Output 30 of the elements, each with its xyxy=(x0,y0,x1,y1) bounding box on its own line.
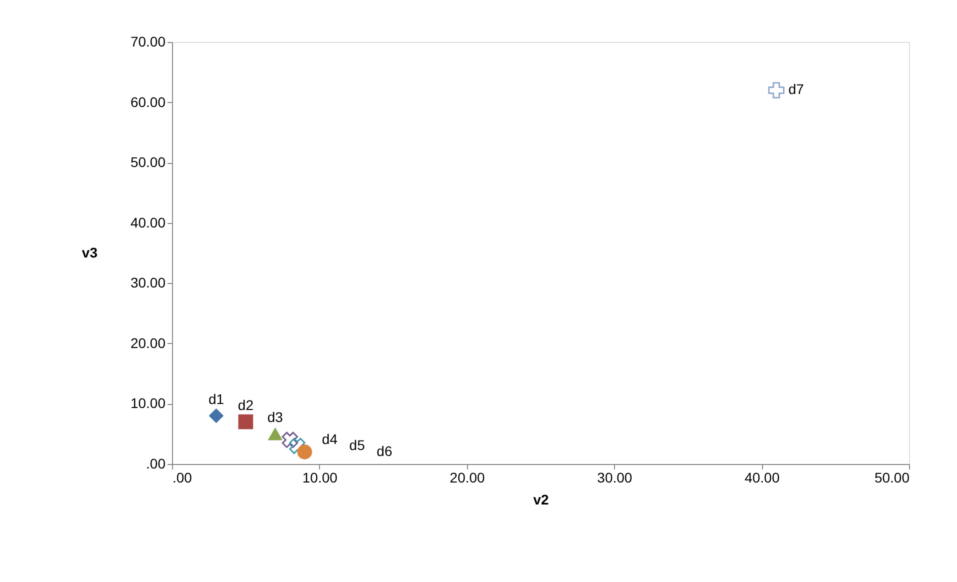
series-label: d3 xyxy=(267,408,284,425)
x-tick-label: .00 xyxy=(172,470,192,486)
series-label: d1 xyxy=(208,390,224,407)
x-tick-label: 30.00 xyxy=(597,470,632,486)
y-tick-label: 70.00 xyxy=(130,34,166,50)
point xyxy=(768,82,785,98)
point xyxy=(289,438,306,454)
point xyxy=(208,408,224,424)
text: d5 xyxy=(349,436,366,453)
y-tick-label: 20.00 xyxy=(130,334,166,351)
y-tick-label: 50.00 xyxy=(130,154,166,170)
x-tick-label: 40.00 xyxy=(744,470,780,486)
y-tick-label: 30.00 xyxy=(130,274,166,291)
x-tick-label: 20.00 xyxy=(450,470,486,486)
text: d6 xyxy=(376,442,392,459)
series-label: d2 xyxy=(238,396,254,413)
series-label: d7 xyxy=(788,81,804,98)
series-label: d4 xyxy=(322,430,338,447)
y-tick-label: 40.00 xyxy=(130,214,166,230)
point xyxy=(268,427,283,440)
y-tick-label: .00 xyxy=(146,456,166,472)
y-tick-label: 60.00 xyxy=(130,94,166,110)
x-tick-label: 10.00 xyxy=(302,470,338,486)
x-axis-title: v2 xyxy=(533,492,549,508)
point xyxy=(238,414,254,430)
y-tick-label: 10.00 xyxy=(130,395,166,412)
y-axis-title: v3 xyxy=(82,244,98,260)
point xyxy=(282,432,298,448)
x-tick-label: 50.00 xyxy=(874,470,910,486)
point xyxy=(297,444,312,460)
